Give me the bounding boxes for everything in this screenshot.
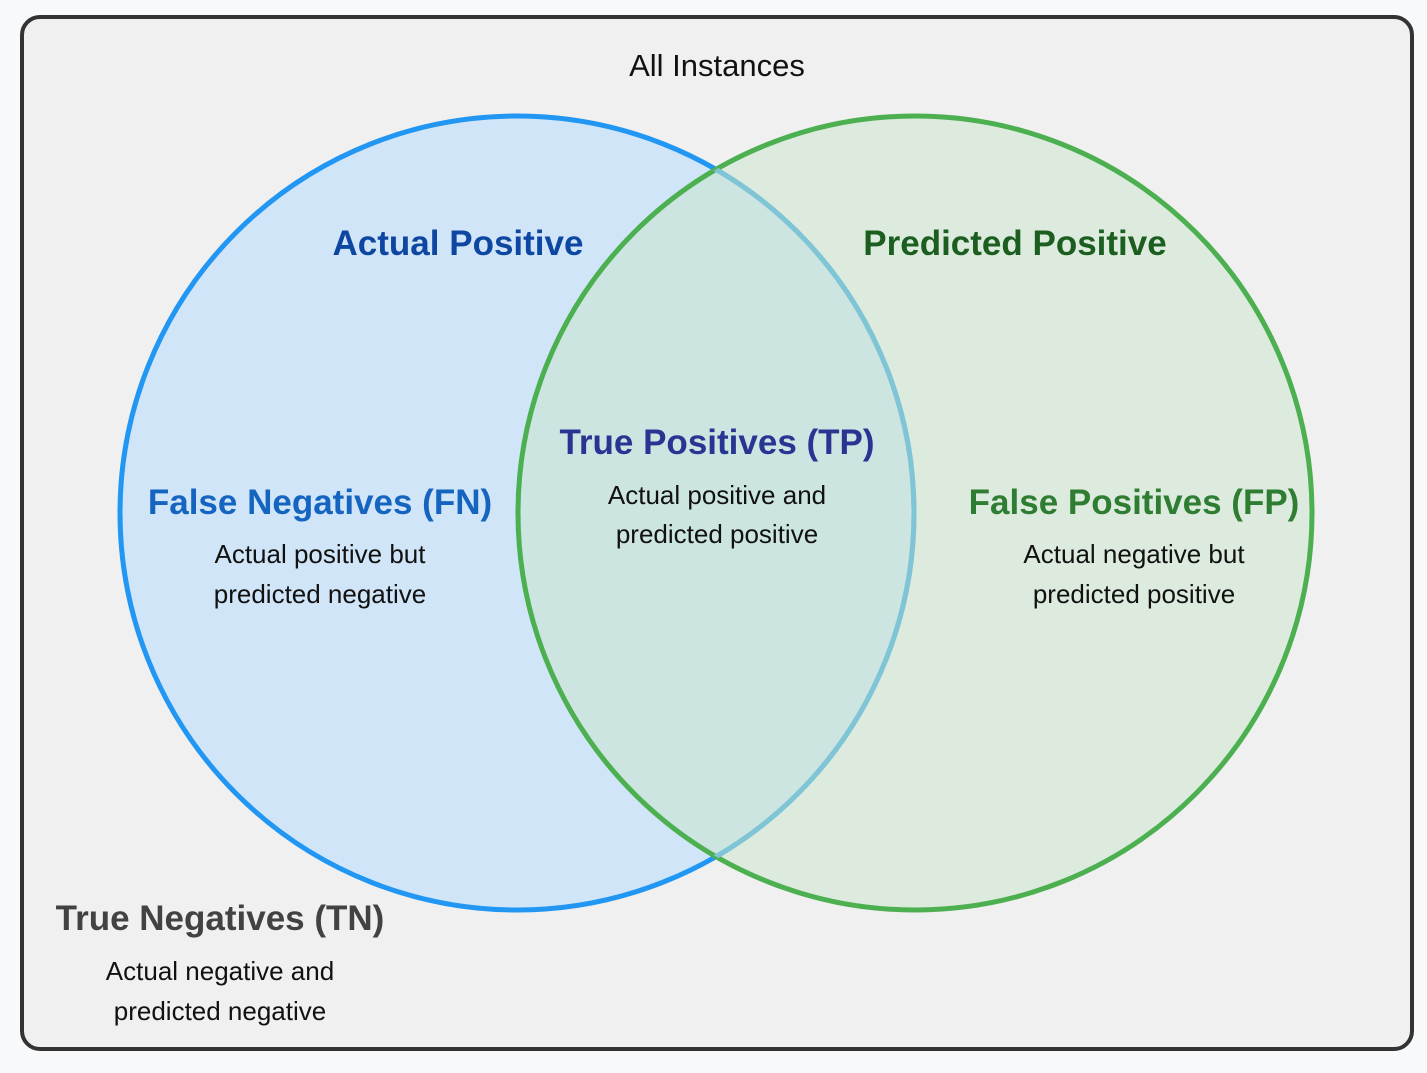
fn-title: False Negatives (FN) <box>148 483 492 522</box>
tp-title: True Positives (TP) <box>559 423 874 462</box>
fp-desc-line2: predicted positive <box>1033 579 1235 609</box>
tn-desc-line2: predicted negative <box>114 996 326 1026</box>
predicted-positive-label: Predicted Positive <box>863 224 1166 263</box>
tp-desc-line1: Actual positive and <box>608 480 826 510</box>
tn-title: True Negatives (TN) <box>56 899 385 938</box>
tn-desc-line1: Actual negative and <box>106 956 334 986</box>
fp-title: False Positives (FP) <box>969 483 1300 522</box>
overlap-arc <box>518 116 917 910</box>
fn-desc-line2: predicted negative <box>214 579 426 609</box>
fn-desc-line1: Actual positive but <box>214 539 426 569</box>
fp-desc-line1: Actual negative but <box>1023 539 1245 569</box>
tp-desc-line2: predicted positive <box>616 519 818 549</box>
actual-positive-label: Actual Positive <box>333 224 584 263</box>
universe-title: All Instances <box>629 48 805 83</box>
